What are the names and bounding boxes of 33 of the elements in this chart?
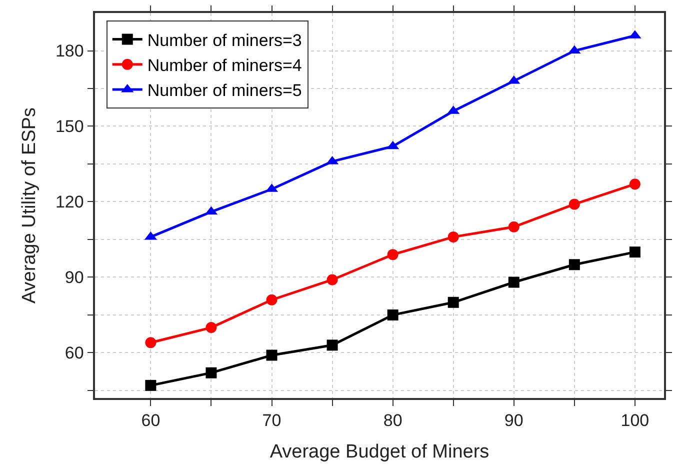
point	[326, 340, 338, 351]
point	[448, 296, 459, 308]
point	[448, 231, 459, 242]
point	[387, 249, 398, 260]
x-tick-label: 100	[620, 411, 650, 430]
point	[568, 259, 580, 270]
x-tick-label: 90	[504, 411, 524, 430]
point	[145, 380, 156, 391]
point	[629, 178, 640, 190]
point	[508, 276, 520, 288]
legend-label: Number of miners=3	[147, 30, 302, 50]
point	[326, 274, 338, 286]
point	[145, 337, 156, 348]
y-tick-label: 120	[55, 192, 84, 212]
x-tick-label: 60	[141, 411, 160, 430]
point	[266, 350, 278, 361]
x-axis-title: Average Budget of Miners	[270, 441, 490, 462]
y-axis-title: Average Utility of ESPs	[18, 107, 40, 304]
y-tick-label: 150	[55, 117, 84, 136]
legend-label: Number of miners=5	[147, 81, 302, 100]
point	[206, 322, 217, 334]
point	[568, 198, 580, 210]
y-tick-label: 180	[55, 42, 84, 61]
y-tick-label: 90	[64, 268, 84, 288]
point	[629, 246, 640, 258]
legend-label: Number of miners=4	[147, 56, 302, 75]
point	[508, 221, 520, 232]
x-tick-label: 80	[383, 411, 402, 430]
point	[387, 309, 398, 320]
x-tick-label: 70	[262, 411, 282, 430]
point	[206, 367, 217, 378]
y-tick-label: 60	[64, 344, 84, 363]
point	[266, 294, 278, 306]
